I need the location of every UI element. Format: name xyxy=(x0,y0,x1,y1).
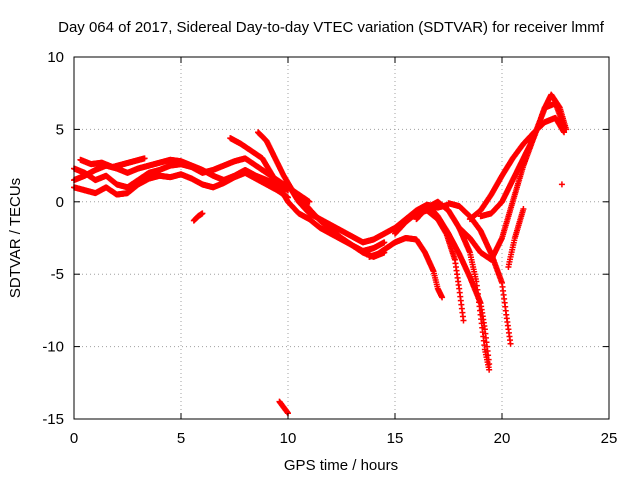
plot-frame xyxy=(73,56,610,420)
data-point xyxy=(507,340,514,347)
data-points xyxy=(71,91,570,417)
data-point xyxy=(439,294,446,301)
series-arc-3 xyxy=(71,169,291,201)
series-arc-7 xyxy=(285,181,452,246)
series-arc-14 xyxy=(477,91,570,220)
y-tick-label: 0 xyxy=(56,194,64,211)
data-point xyxy=(486,366,493,373)
x-tick-label: 15 xyxy=(387,430,404,447)
series-arc-17 xyxy=(190,210,206,224)
series-arc-18 xyxy=(276,398,291,417)
data-point xyxy=(199,210,206,217)
series-arc-8 xyxy=(366,235,446,301)
x-tick-label: 0 xyxy=(70,430,78,447)
y-tick-label: -10 xyxy=(42,339,64,356)
x-tick-label: 5 xyxy=(177,430,185,447)
series-arc-4 xyxy=(77,155,148,171)
y-tick-label: -5 xyxy=(51,266,64,283)
y-tick-label: 5 xyxy=(56,121,64,138)
x-axis-label: GPS time / hours xyxy=(284,457,398,474)
series-arc-11 xyxy=(426,203,493,367)
series-arc-16 xyxy=(505,206,527,270)
x-tick-label: 10 xyxy=(280,430,297,447)
series-arc-15 xyxy=(466,114,568,223)
x-tick-label: 20 xyxy=(494,430,511,447)
x-tick-label: 25 xyxy=(601,430,618,447)
data-point xyxy=(486,360,493,367)
data-point xyxy=(141,155,148,162)
chart-title: Day 064 of 2017, Sidereal Day-to-day VTE… xyxy=(58,19,605,36)
series-arc-19 xyxy=(558,181,565,188)
data-point xyxy=(561,129,568,136)
y-tick-label: 10 xyxy=(47,49,64,66)
data-point xyxy=(381,239,388,246)
axis-ticks: 0 5 10 15 20 25 -15 -10 -5 0 5 10 xyxy=(42,49,617,447)
y-axis-label: SDTVAR / TECUs xyxy=(7,178,24,298)
y-tick-label: -15 xyxy=(42,411,64,428)
series-arc-10 xyxy=(413,198,493,373)
data-point xyxy=(520,206,527,213)
data-point xyxy=(306,198,313,205)
data-point xyxy=(558,181,565,188)
data-point xyxy=(460,317,467,324)
